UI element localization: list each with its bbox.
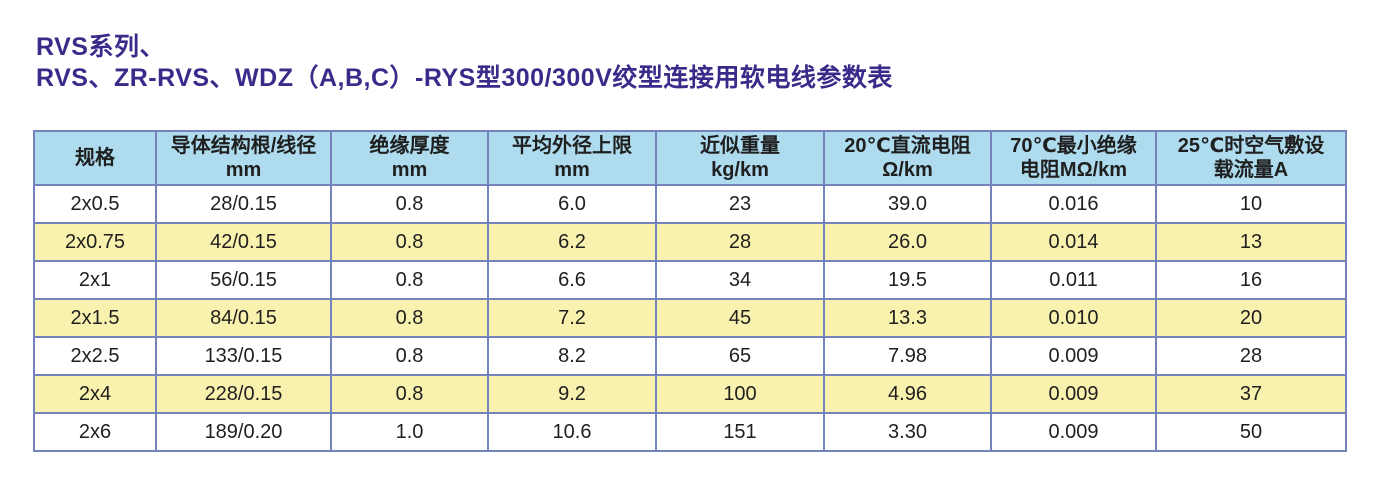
table-cell: 26.0 bbox=[823, 222, 992, 262]
table-cell: 0.009 bbox=[990, 412, 1157, 452]
table-cell: 0.8 bbox=[330, 298, 489, 338]
table-cell: 13.3 bbox=[823, 298, 992, 338]
table-header: 规格 导体结构根/线径 mm 绝缘厚度 mm 平均外径上限 mm 近似重量 kg/km 20℃直流… bbox=[33, 130, 1347, 186]
header-cell: 20℃直流电阻 Ω/km bbox=[823, 130, 992, 186]
table-cell: 7.98 bbox=[823, 336, 992, 376]
table-row: 2x2.5 133/0.15 0.8 8.2 65 7.98 0.009 28 bbox=[33, 336, 1347, 376]
table-body: 2x0.5 28/0.15 0.8 6.0 23 39.0 0.016 10 2x0.75 42/… bbox=[33, 184, 1347, 452]
table-cell: 50 bbox=[1155, 412, 1347, 452]
table-cell: 151 bbox=[655, 412, 825, 452]
table-row: 2x4 228/0.15 0.8 9.2 100 4.96 0.009 37 bbox=[33, 374, 1347, 414]
table-cell: 0.009 bbox=[990, 374, 1157, 414]
page-title-line2: RVS、ZR-RVS、WDZ（A,B,C）-RYS型300/300V绞型连接用软… bbox=[36, 63, 893, 92]
page-title-line1: RVS系列、 bbox=[36, 33, 165, 61]
table-row: 2x1.5 84/0.15 0.8 7.2 45 13.3 0.010 20 bbox=[33, 298, 1347, 338]
table-cell: 0.8 bbox=[330, 374, 489, 414]
table-cell: 16 bbox=[1155, 260, 1347, 300]
table-cell: 2x1.5 bbox=[33, 298, 157, 338]
table-cell: 34 bbox=[655, 260, 825, 300]
header-cell: 25℃时空气敷设 载流量A bbox=[1155, 130, 1347, 186]
page-title: RVS系列、 RVS、ZR-RVS、WDZ（A,B,C）-RYS型300/300… bbox=[36, 32, 893, 93]
table-cell: 84/0.15 bbox=[155, 298, 332, 338]
table-cell: 2x4 bbox=[33, 374, 157, 414]
table-cell: 2x6 bbox=[33, 412, 157, 452]
table-cell: 0.010 bbox=[990, 298, 1157, 338]
table-cell: 19.5 bbox=[823, 260, 992, 300]
table-cell: 13 bbox=[1155, 222, 1347, 262]
table-cell: 56/0.15 bbox=[155, 260, 332, 300]
table-row: 2x6 189/0.20 1.0 10.6 151 3.30 0.009 50 bbox=[33, 412, 1347, 452]
table-cell: 100 bbox=[655, 374, 825, 414]
table-cell: 0.011 bbox=[990, 260, 1157, 300]
table-row: 2x1 56/0.15 0.8 6.6 34 19.5 0.011 16 bbox=[33, 260, 1347, 300]
table-cell: 189/0.20 bbox=[155, 412, 332, 452]
header-cell: 近似重量 kg/km bbox=[655, 130, 825, 186]
table-cell: 0.8 bbox=[330, 222, 489, 262]
table-cell: 0.8 bbox=[330, 260, 489, 300]
table-cell: 2x0.75 bbox=[33, 222, 157, 262]
table-cell: 0.016 bbox=[990, 184, 1157, 224]
header-row: 规格 导体结构根/线径 mm 绝缘厚度 mm 平均外径上限 mm 近似重量 kg/km 20℃直流… bbox=[33, 130, 1347, 186]
header-cell: 70℃最小绝缘 电阻MΩ/km bbox=[990, 130, 1157, 186]
table-cell: 4.96 bbox=[823, 374, 992, 414]
table-cell: 3.30 bbox=[823, 412, 992, 452]
table-row: 2x0.75 42/0.15 0.8 6.2 28 26.0 0.014 13 bbox=[33, 222, 1347, 262]
table-cell: 45 bbox=[655, 298, 825, 338]
table-cell: 2x0.5 bbox=[33, 184, 157, 224]
table-cell: 0.009 bbox=[990, 336, 1157, 376]
table-cell: 37 bbox=[1155, 374, 1347, 414]
table-cell: 28 bbox=[1155, 336, 1347, 376]
table-cell: 6.6 bbox=[487, 260, 657, 300]
table-cell: 6.0 bbox=[487, 184, 657, 224]
table-cell: 65 bbox=[655, 336, 825, 376]
header-cell: 规格 bbox=[33, 130, 157, 186]
table-cell: 9.2 bbox=[487, 374, 657, 414]
table-cell: 20 bbox=[1155, 298, 1347, 338]
table-cell: 28 bbox=[655, 222, 825, 262]
table-cell: 42/0.15 bbox=[155, 222, 332, 262]
header-cell: 绝缘厚度 mm bbox=[330, 130, 489, 186]
table-cell: 39.0 bbox=[823, 184, 992, 224]
table-cell: 0.014 bbox=[990, 222, 1157, 262]
table-cell: 10.6 bbox=[487, 412, 657, 452]
header-cell: 导体结构根/线径 mm bbox=[155, 130, 332, 186]
table-cell: 7.2 bbox=[487, 298, 657, 338]
table-cell: 2x2.5 bbox=[33, 336, 157, 376]
table-cell: 0.8 bbox=[330, 336, 489, 376]
table-cell: 6.2 bbox=[487, 222, 657, 262]
wire-spec-table: 规格 导体结构根/线径 mm 绝缘厚度 mm 平均外径上限 mm 近似重量 kg/km 20℃直流… bbox=[33, 130, 1347, 452]
table-cell: 0.8 bbox=[330, 184, 489, 224]
table-cell: 1.0 bbox=[330, 412, 489, 452]
table-cell: 2x1 bbox=[33, 260, 157, 300]
table-cell: 28/0.15 bbox=[155, 184, 332, 224]
table-cell: 8.2 bbox=[487, 336, 657, 376]
table-row: 2x0.5 28/0.15 0.8 6.0 23 39.0 0.016 10 bbox=[33, 184, 1347, 224]
table-cell: 10 bbox=[1155, 184, 1347, 224]
table-cell: 23 bbox=[655, 184, 825, 224]
header-cell: 平均外径上限 mm bbox=[487, 130, 657, 186]
table-cell: 133/0.15 bbox=[155, 336, 332, 376]
table-cell: 228/0.15 bbox=[155, 374, 332, 414]
